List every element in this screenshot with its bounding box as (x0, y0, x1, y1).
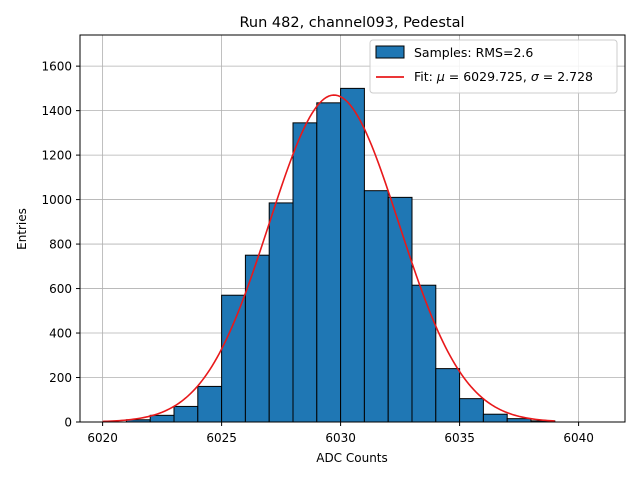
legend-fit-label: Fit: μ = 6029.725, σ = 2.728 (414, 69, 593, 84)
histogram-bar (482, 413, 508, 423)
fit-curve (102, 94, 555, 423)
histogram-bar (387, 196, 413, 423)
y-tick-label: 400 (49, 327, 72, 341)
y-axis-label: Entries (15, 208, 29, 250)
histogram-bar (221, 294, 246, 423)
histogram-bar (197, 385, 223, 423)
histogram-bar (459, 398, 484, 423)
y-tick-label: 800 (49, 238, 72, 252)
legend-histogram-label: Samples: RMS=2.6 (414, 45, 533, 60)
histogram-bar (292, 122, 318, 423)
y-tick-label: 600 (49, 282, 72, 296)
x-axis-label: ADC Counts (316, 451, 388, 465)
x-tick-label: 6020 (87, 431, 118, 445)
plot-frame (79, 34, 626, 423)
x-axis-ticks: 6020 6025 6030 6035 6040 (87, 422, 594, 445)
chart-title: Run 482, channel093, Pedestal (239, 15, 464, 31)
y-tick-label: 200 (49, 371, 72, 385)
legend-box (369, 39, 618, 94)
histogram-bar (340, 87, 365, 423)
histogram-bar (316, 102, 342, 423)
y-tick-label: 1400 (41, 104, 72, 118)
y-tick-label: 0 (64, 416, 72, 430)
x-tick-label: 6040 (563, 431, 594, 445)
histogram-bar (173, 405, 199, 423)
histogram-bar (149, 414, 175, 423)
histogram-bar (244, 254, 270, 423)
legend: Samples: RMS=2.6 Fit: μ = 6029.725, σ = … (369, 39, 618, 94)
x-tick-label: 6030 (325, 431, 356, 445)
histogram-bar (411, 284, 437, 423)
histogram-bar (435, 368, 461, 423)
y-tick-label: 1200 (41, 149, 72, 163)
y-axis-ticks: 0 200 400 600 800 1000 1200 1400 1600 (41, 60, 80, 430)
legend-histogram-swatch (375, 45, 405, 59)
y-tick-label: 1600 (41, 60, 72, 74)
x-tick-label: 6035 (444, 431, 475, 445)
y-tick-label: 1000 (41, 193, 72, 207)
histogram-bar (363, 190, 389, 423)
histogram-bars (125, 87, 556, 423)
x-tick-label: 6025 (206, 431, 237, 445)
histogram-bar (506, 418, 532, 423)
histogram-bar (268, 202, 294, 423)
